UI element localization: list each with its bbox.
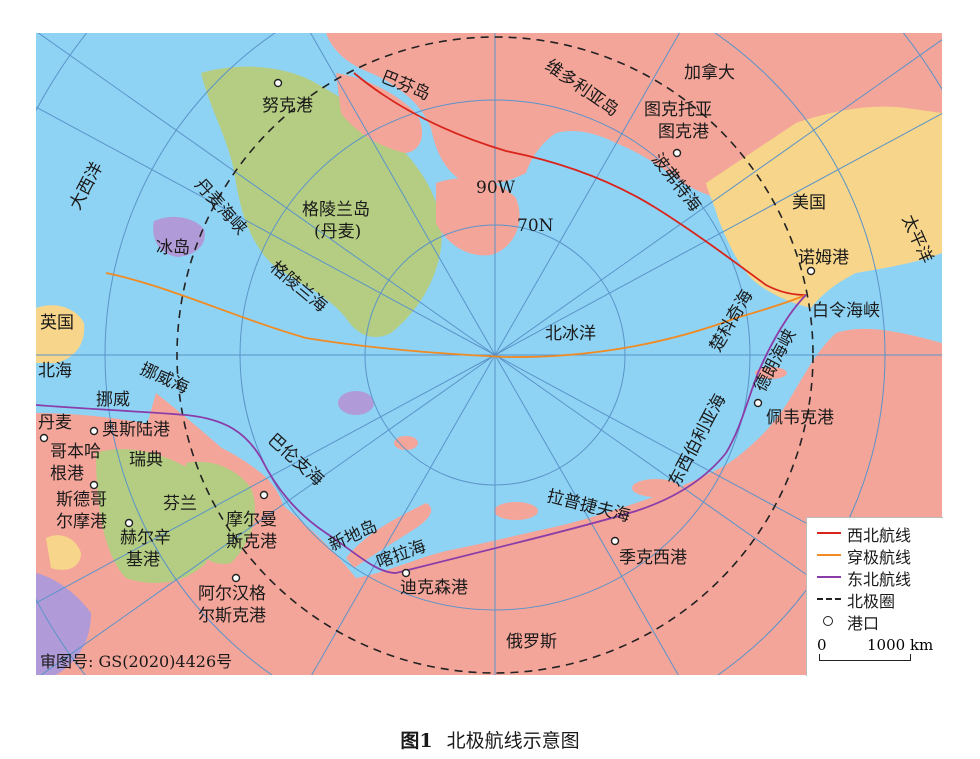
port-oslo: [89, 426, 99, 436]
port-tuktoyaktuk: [672, 148, 682, 158]
label-nome: 诺姆港: [798, 248, 849, 268]
label-sweden: 瑞典: [129, 450, 163, 470]
legend-northwest-label: 西北航线: [847, 526, 912, 545]
legend-northwest-swatch: [817, 532, 841, 534]
label-denmark: 丹麦: [38, 413, 72, 433]
map-legend: 西北航线 穿极航线 东北航线 北极圈 港口 0 1000 km: [806, 517, 943, 676]
denmark-land: [46, 535, 81, 570]
legend-arctic-circle-swatch: [817, 598, 841, 600]
label-70n: 70N: [517, 216, 554, 236]
port-nuuk: [273, 78, 283, 88]
northeast-route: [36, 294, 807, 574]
arctic-map: 加拿大 巴芬岛 维多利亚岛 图克托亚 图克港 努克港 美国 波弗特海 格陵兰岛 …: [36, 33, 942, 675]
legend-arctic-circle-label: 北极圈: [847, 592, 896, 611]
legend-port-icon: [823, 616, 833, 626]
label-dikson: 迪克森港: [400, 578, 468, 598]
finland-land: [186, 461, 255, 564]
label-north-sea: 北海: [38, 361, 72, 381]
uk-land: [36, 305, 85, 363]
figure-number: 图1: [400, 730, 433, 752]
port-tiksi: [610, 536, 620, 546]
novaya-zemlya-island: [346, 503, 432, 568]
label-arkhangelsk-2: 尔斯克港: [198, 606, 266, 626]
label-usa: 美国: [792, 193, 826, 213]
label-arkhangelsk-1: 阿尔汉格: [198, 584, 266, 604]
label-tuktoyaktuk-2: 图克港: [658, 122, 709, 142]
ellesmere-island: [436, 178, 520, 256]
iceland-land: [153, 216, 205, 257]
figure-title: 北极航线示意图: [446, 730, 580, 752]
usa-land: [706, 106, 942, 308]
label-copenhagen-1: 哥本哈: [50, 442, 101, 462]
port-copenhagen: [39, 433, 49, 443]
label-helsinki-1: 赫尔辛: [120, 528, 171, 548]
port-nome: [806, 266, 816, 276]
scale-zero-label: 0: [817, 636, 827, 654]
franz-josef-island: [394, 436, 418, 450]
scale-bar: 0 1000 km: [817, 636, 935, 666]
label-greenland-1: 格陵兰岛: [302, 200, 370, 220]
legend-transpolar-swatch: [817, 554, 841, 556]
label-norway: 挪威: [96, 390, 130, 410]
port-markers: [39, 78, 816, 583]
label-90w: 90W: [476, 178, 516, 198]
legend-northeast-swatch: [817, 576, 841, 578]
legend-transpolar-label: 穿极航线: [847, 548, 912, 567]
label-stockholm-1: 斯德哥: [56, 490, 107, 510]
label-arctic-ocean: 北冰洋: [545, 324, 596, 344]
scale-max-label: 1000 km: [867, 636, 934, 654]
svalbard-island: [338, 391, 374, 415]
wrangel-island: [755, 367, 787, 379]
port-stockholm: [89, 480, 99, 490]
label-tiksi: 季克西港: [619, 548, 687, 568]
map-canvas: 加拿大 巴芬岛 维多利亚岛 图克托亚 图克港 努克港 美国 波弗特海 格陵兰岛 …: [36, 33, 942, 675]
port-helsinki: [124, 518, 134, 528]
figure-caption: 图1 北极航线示意图: [0, 726, 980, 753]
port-dikson: [401, 568, 411, 578]
arctic-circle: [176, 36, 814, 674]
label-russia: 俄罗斯: [506, 632, 557, 652]
label-iceland: 冰岛: [156, 238, 190, 258]
russia-land: [36, 328, 942, 675]
label-canada: 加拿大: [684, 62, 735, 83]
scale-line: [819, 654, 911, 661]
label-oslo: 奥斯陆港: [102, 420, 170, 440]
port-murmansk: [259, 490, 269, 500]
port-pevek: [753, 398, 763, 408]
transpolar-route: [105, 272, 807, 358]
legend-port-label: 港口: [847, 614, 880, 633]
label-greenland-2: (丹麦): [314, 222, 361, 242]
severnaya-island: [494, 502, 538, 520]
baffin-island: [336, 73, 423, 153]
label-review-number: 审图号: GS(2020)4426号: [40, 652, 232, 671]
label-copenhagen-2: 根港: [50, 464, 84, 484]
port-arkhangelsk: [231, 573, 241, 583]
label-nuuk: 努克港: [262, 96, 313, 116]
label-uk: 英国: [40, 313, 74, 333]
northwest-route: [353, 72, 807, 296]
label-murmansk-2: 斯克港: [226, 532, 277, 552]
new-siberian-island: [632, 479, 680, 497]
sweden-land: [96, 449, 213, 583]
label-stockholm-2: 尔摩港: [56, 512, 107, 532]
label-tuktoyaktuk-1: 图克托亚: [644, 100, 712, 120]
label-helsinki-2: 基港: [126, 550, 160, 570]
label-pevek: 佩韦克港: [766, 408, 834, 428]
legend-northeast-label: 东北航线: [847, 570, 912, 589]
label-murmansk-1: 摩尔曼: [226, 510, 277, 530]
label-finland: 芬兰: [163, 494, 197, 514]
label-bering-strait: 白令海峡: [812, 301, 880, 321]
